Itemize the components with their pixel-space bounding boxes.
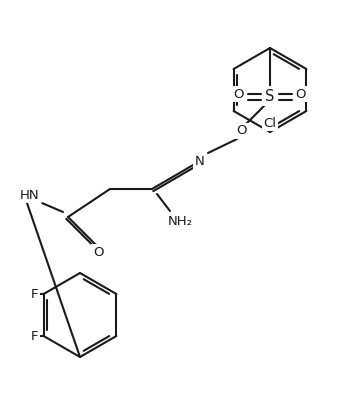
Text: O: O xyxy=(237,124,247,137)
Text: HN: HN xyxy=(20,188,40,202)
Text: Cl: Cl xyxy=(263,116,277,129)
Text: F: F xyxy=(31,329,38,343)
Text: O: O xyxy=(234,88,244,101)
Text: S: S xyxy=(265,88,275,103)
Text: O: O xyxy=(296,88,306,101)
Text: F: F xyxy=(31,287,38,301)
Text: NH₂: NH₂ xyxy=(167,215,192,227)
Text: O: O xyxy=(93,246,103,259)
Text: N: N xyxy=(195,154,205,168)
